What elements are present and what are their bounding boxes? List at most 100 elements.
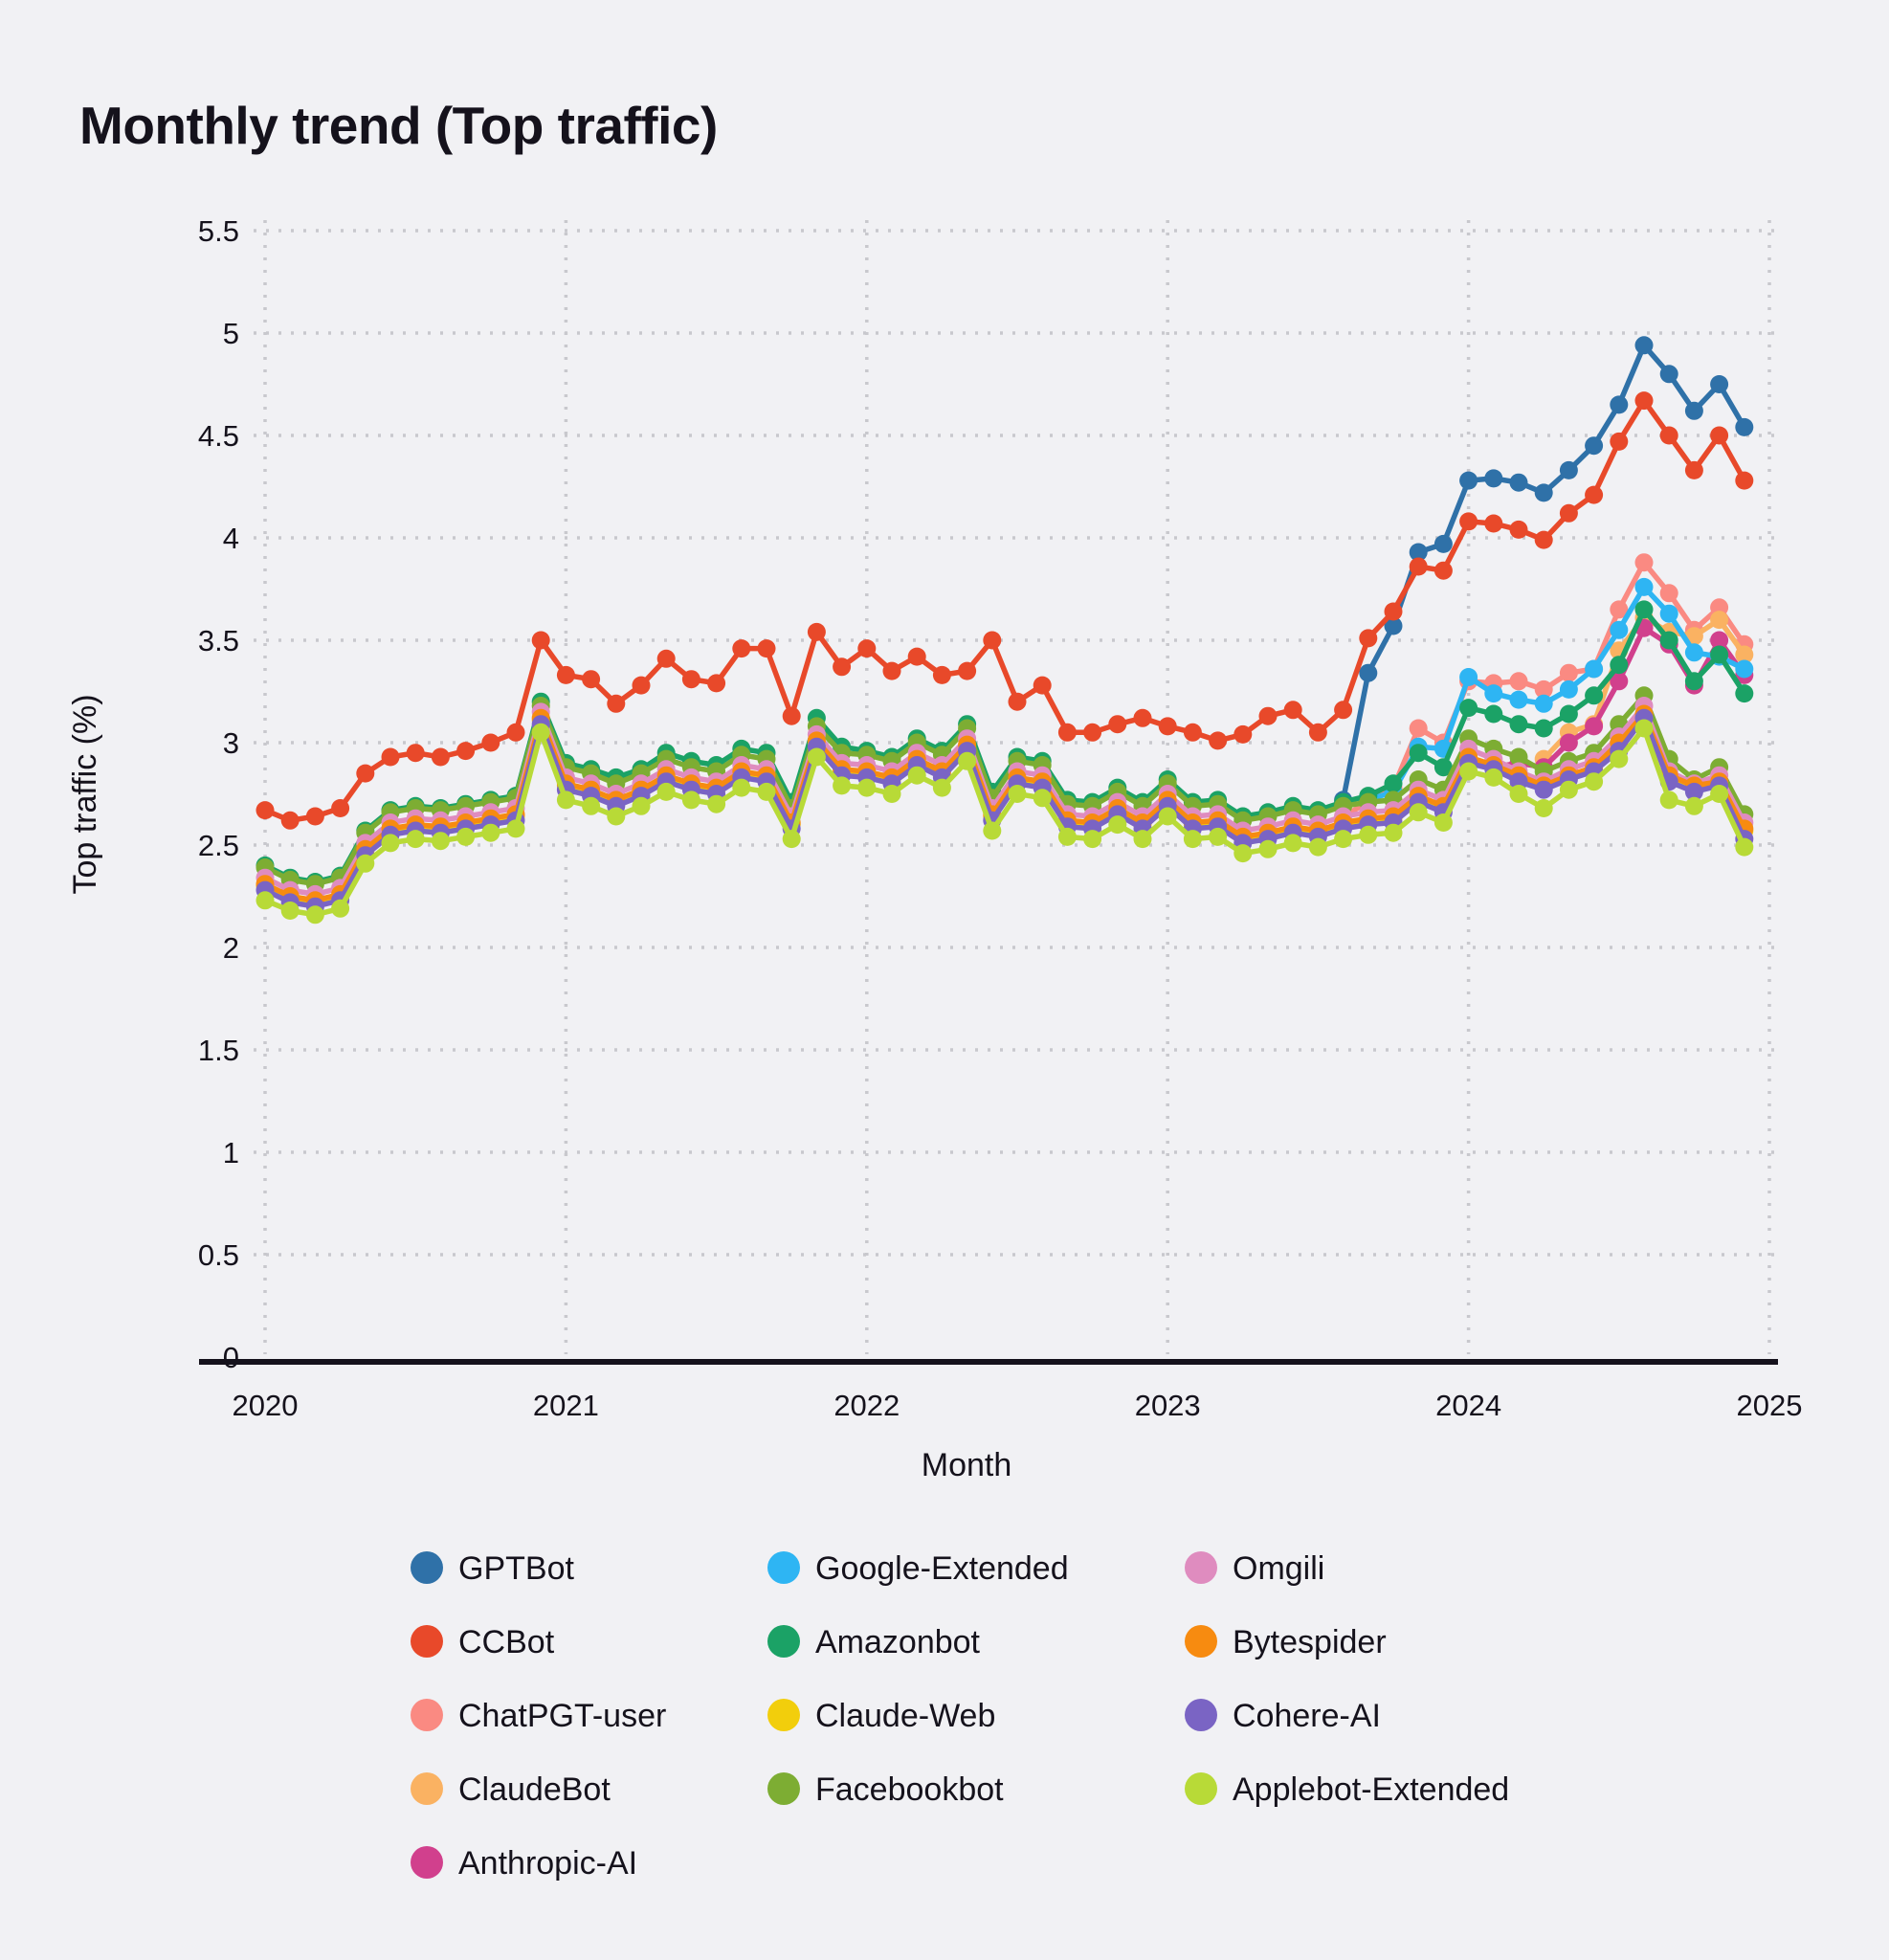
- data-point[interactable]: [1585, 686, 1604, 705]
- data-point[interactable]: [1308, 723, 1327, 742]
- data-point[interactable]: [556, 791, 575, 810]
- data-point[interactable]: [1534, 530, 1553, 549]
- data-point[interactable]: [381, 834, 400, 853]
- data-point[interactable]: [1659, 791, 1678, 810]
- data-point[interactable]: [1684, 460, 1703, 479]
- data-point[interactable]: [1258, 839, 1278, 858]
- data-point[interactable]: [1559, 780, 1578, 799]
- data-point[interactable]: [1710, 785, 1729, 803]
- data-point[interactable]: [305, 807, 324, 826]
- data-point[interactable]: [1384, 602, 1403, 621]
- data-point[interactable]: [1083, 723, 1102, 742]
- data-point[interactable]: [1585, 436, 1604, 456]
- data-point[interactable]: [1735, 417, 1754, 436]
- data-point[interactable]: [1484, 704, 1503, 724]
- data-point[interactable]: [481, 823, 500, 842]
- data-point[interactable]: [857, 778, 877, 797]
- data-point[interactable]: [1459, 668, 1478, 686]
- data-point[interactable]: [256, 801, 275, 820]
- data-point[interactable]: [1585, 772, 1604, 791]
- legend-item-cohere-ai[interactable]: Cohere-AI: [1185, 1698, 1381, 1734]
- data-point[interactable]: [1610, 620, 1629, 639]
- data-point[interactable]: [1509, 520, 1528, 539]
- data-point[interactable]: [1610, 432, 1629, 451]
- data-point[interactable]: [1659, 365, 1678, 384]
- data-point[interactable]: [1433, 758, 1453, 777]
- data-point[interactable]: [1108, 815, 1127, 835]
- data-point[interactable]: [632, 796, 651, 815]
- data-point[interactable]: [1283, 701, 1302, 720]
- data-point[interactable]: [1158, 807, 1177, 826]
- data-point[interactable]: [406, 830, 425, 849]
- data-point[interactable]: [280, 902, 300, 920]
- data-point[interactable]: [656, 782, 676, 801]
- data-point[interactable]: [1433, 534, 1453, 553]
- data-point[interactable]: [732, 639, 751, 658]
- data-point[interactable]: [1610, 395, 1629, 414]
- data-point[interactable]: [1634, 577, 1654, 596]
- data-point[interactable]: [882, 661, 901, 680]
- data-point[interactable]: [1710, 645, 1729, 664]
- data-point[interactable]: [1559, 704, 1578, 724]
- data-point[interactable]: [1384, 774, 1403, 793]
- data-point[interactable]: [1735, 645, 1754, 664]
- data-point[interactable]: [1659, 631, 1678, 650]
- data-point[interactable]: [1509, 690, 1528, 709]
- data-point[interactable]: [305, 905, 324, 924]
- data-point[interactable]: [1710, 611, 1729, 630]
- data-point[interactable]: [1585, 717, 1604, 736]
- data-point[interactable]: [1008, 692, 1027, 711]
- legend-item-anthropic-ai[interactable]: Anthropic-AI: [411, 1845, 637, 1882]
- data-point[interactable]: [983, 821, 1002, 840]
- data-point[interactable]: [1409, 543, 1428, 562]
- data-point[interactable]: [1359, 825, 1378, 844]
- data-point[interactable]: [1684, 401, 1703, 420]
- data-point[interactable]: [1735, 659, 1754, 679]
- data-point[interactable]: [331, 799, 350, 817]
- data-point[interactable]: [381, 747, 400, 767]
- data-point[interactable]: [356, 764, 375, 783]
- data-point[interactable]: [833, 776, 852, 795]
- data-point[interactable]: [1684, 782, 1703, 801]
- data-point[interactable]: [1585, 659, 1604, 679]
- data-point[interactable]: [431, 747, 450, 767]
- data-point[interactable]: [356, 854, 375, 873]
- data-point[interactable]: [1559, 679, 1578, 699]
- data-point[interactable]: [1634, 553, 1654, 572]
- data-point[interactable]: [1057, 827, 1077, 846]
- data-point[interactable]: [1057, 723, 1077, 742]
- data-point[interactable]: [932, 778, 951, 797]
- data-point[interactable]: [1108, 715, 1127, 734]
- data-point[interactable]: [1735, 684, 1754, 703]
- legend-item-claude-web[interactable]: Claude-Web: [767, 1698, 995, 1734]
- data-point[interactable]: [1384, 823, 1403, 842]
- data-point[interactable]: [807, 747, 826, 767]
- data-point[interactable]: [1033, 676, 1052, 695]
- data-point[interactable]: [1659, 584, 1678, 603]
- data-point[interactable]: [983, 631, 1002, 650]
- data-point[interactable]: [280, 811, 300, 830]
- data-point[interactable]: [1033, 789, 1052, 808]
- data-point[interactable]: [1484, 469, 1503, 488]
- data-point[interactable]: [256, 891, 275, 910]
- data-point[interactable]: [681, 670, 700, 689]
- data-point[interactable]: [1283, 834, 1302, 853]
- data-point[interactable]: [833, 657, 852, 677]
- data-point[interactable]: [1459, 699, 1478, 718]
- data-point[interactable]: [1233, 844, 1253, 863]
- data-point[interactable]: [1684, 672, 1703, 691]
- data-point[interactable]: [1409, 719, 1428, 738]
- data-point[interactable]: [1509, 747, 1528, 767]
- data-point[interactable]: [607, 694, 626, 713]
- data-point[interactable]: [1634, 719, 1654, 738]
- data-point[interactable]: [1559, 503, 1578, 523]
- data-point[interactable]: [582, 670, 601, 689]
- data-point[interactable]: [632, 676, 651, 695]
- data-point[interactable]: [506, 819, 525, 838]
- data-point[interactable]: [1409, 744, 1428, 763]
- data-point[interactable]: [1509, 715, 1528, 734]
- data-point[interactable]: [1710, 631, 1729, 650]
- data-point[interactable]: [1710, 426, 1729, 445]
- legend-item-applebot-extended[interactable]: Applebot-Extended: [1185, 1771, 1509, 1808]
- data-point[interactable]: [1359, 663, 1378, 682]
